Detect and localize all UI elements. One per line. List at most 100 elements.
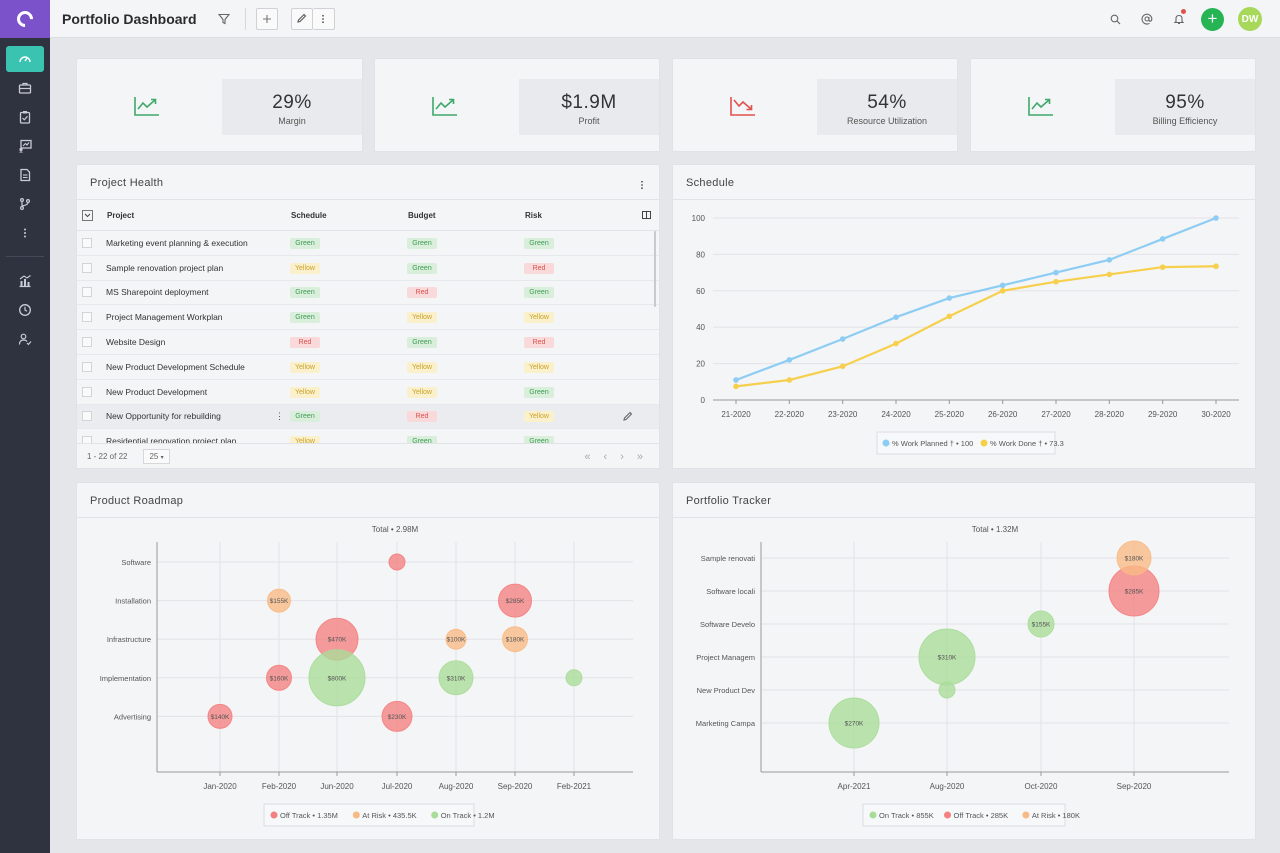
panel-title: Project Health: [90, 177, 164, 189]
project-name[interactable]: New Product Development: [106, 386, 208, 397]
row-checkbox[interactable]: [82, 411, 92, 422]
trend-up-icon: [134, 97, 159, 116]
column-header-risk[interactable]: Risk: [525, 211, 542, 220]
nav-workflow[interactable]: [0, 189, 50, 218]
project-name[interactable]: MS Sharepoint deployment: [106, 287, 209, 298]
first-page-button[interactable]: «: [584, 450, 591, 463]
schedule-status-badge: Yellow: [290, 361, 320, 373]
row-checkbox[interactable]: [82, 337, 92, 348]
project-name[interactable]: Marketing event planning & execution: [106, 237, 248, 248]
row-menu-icon[interactable]: ⋮: [275, 410, 284, 421]
table-row[interactable]: Marketing event planning & execution Gree…: [77, 231, 659, 256]
plus-icon: +: [1201, 7, 1224, 31]
row-checkbox[interactable]: [82, 361, 92, 372]
data-point: [893, 340, 899, 347]
bubble-label: $230K: [388, 714, 407, 721]
nav-time[interactable]: [0, 295, 50, 324]
table-row[interactable]: Sample renovation project plan Yellow Gree…: [77, 256, 659, 281]
column-chooser-button[interactable]: [642, 210, 651, 221]
bubble: [828, 697, 880, 749]
project-name[interactable]: Project Management Workplan: [106, 312, 223, 323]
nav-tasks[interactable]: [0, 102, 50, 131]
select-all-toggle[interactable]: [82, 210, 93, 221]
row-checkbox[interactable]: [82, 386, 92, 397]
search-button[interactable]: [1105, 8, 1125, 30]
x-tick-label: Apr-2021: [838, 782, 871, 791]
legend-swatch: [882, 439, 890, 447]
search-icon: [1110, 14, 1120, 24]
table-row[interactable]: Project Management Workplan Green Yellow Ye…: [77, 305, 659, 331]
legend-swatch: [980, 439, 988, 447]
project-name[interactable]: Residential renovation project plan: [106, 436, 237, 443]
row-checkbox[interactable]: [82, 287, 92, 298]
risk-status-badge: Green: [524, 436, 554, 443]
risk-status-badge: Green: [524, 237, 554, 249]
column-header-budget[interactable]: Budget: [408, 211, 436, 220]
schedule-line-chart: 0 20 40 60 80 100 21-2020 22-2020 23-2020 24-2020…: [692, 214, 1239, 455]
column-header-project[interactable]: Project: [107, 211, 135, 220]
next-page-button[interactable]: ›: [620, 450, 624, 463]
data-point: [1106, 271, 1113, 278]
nav-more[interactable]: [0, 218, 50, 247]
more-vertical-icon: [641, 180, 643, 190]
budget-status-badge: Red: [407, 287, 437, 299]
nav-reports[interactable]: [0, 131, 50, 160]
row-checkbox[interactable]: [82, 312, 92, 323]
data-point: [786, 357, 793, 363]
edit-row-icon[interactable]: [622, 411, 633, 424]
legend-label: On Track • 1.2M: [441, 811, 495, 820]
table-scrollbar[interactable]: [654, 231, 656, 307]
y-tick-label: 20: [696, 360, 705, 369]
column-header-schedule[interactable]: Schedule: [291, 211, 327, 220]
legend-label: At Risk • 180K: [1032, 811, 1080, 820]
schedule-panel: Schedule 0 20 40 60 80 100 21-2020 22-2020 23-20…: [672, 164, 1256, 469]
create-new-button[interactable]: +: [1201, 7, 1224, 31]
nav-documents[interactable]: [0, 160, 50, 189]
app-logo[interactable]: [0, 0, 50, 38]
nav-portfolio[interactable]: [0, 73, 50, 102]
panel-title: Portfolio Tracker: [686, 495, 772, 507]
row-checkbox[interactable]: [82, 237, 92, 248]
legend-box: [862, 803, 1066, 827]
project-name[interactable]: Sample renovation project plan: [106, 262, 224, 273]
table-row[interactable]: New Opportunity for rebuilding Green Red Ye…: [77, 404, 659, 430]
table-row[interactable]: Website Design Red Green Red: [77, 330, 659, 355]
budget-status-badge: Red: [407, 411, 437, 423]
kpi-label: Resource Utilization: [846, 116, 928, 126]
table-row[interactable]: Residential renovation project plan Yello…: [77, 429, 659, 443]
budget-status-badge: Green: [407, 337, 437, 349]
project-name[interactable]: Website Design: [106, 337, 166, 348]
table-row[interactable]: New Product Development Yellow Yellow Green: [77, 380, 659, 405]
table-row[interactable]: New Product Development Schedule Yellow Ye…: [77, 355, 659, 380]
row-checkbox[interactable]: [82, 262, 92, 273]
page-size-select[interactable]: 25 ▾: [143, 449, 170, 464]
risk-status-badge: Red: [524, 337, 554, 349]
user-avatar-button[interactable]: DW: [1238, 7, 1262, 31]
project-name[interactable]: New Product Development Schedule: [106, 361, 245, 372]
row-checkbox[interactable]: [82, 436, 92, 443]
nav-analytics[interactable]: [0, 266, 50, 295]
page-title: Portfolio Dashboard: [62, 10, 197, 27]
bubble-label: $310K: [938, 655, 957, 662]
kpi-card-profit: $1.9M Profit: [374, 58, 660, 152]
mentions-button[interactable]: [1137, 8, 1157, 30]
notifications-button[interactable]: [1169, 8, 1189, 30]
prev-page-button[interactable]: ‹: [603, 450, 608, 463]
nav-people[interactable]: [0, 324, 50, 353]
table-row[interactable]: MS Sharepoint deployment Green Red Green: [77, 281, 659, 306]
legend-label: Off Track • 1.35M: [280, 811, 338, 820]
edit-dashboard-button[interactable]: [290, 7, 313, 30]
legend-label: % Work Planned † • 100: [892, 439, 973, 448]
table-header: Project Schedule Budget Risk: [77, 201, 659, 231]
panel-menu-button[interactable]: [639, 177, 645, 195]
more-options-button[interactable]: [312, 7, 335, 30]
nav-dashboard[interactable]: [0, 44, 50, 73]
add-widget-button[interactable]: [255, 7, 278, 30]
panel-title: Product Roadmap: [90, 495, 184, 507]
project-name[interactable]: New Opportunity for rebuilding: [106, 411, 221, 422]
at-sign-icon: [1141, 13, 1153, 25]
bubble-label: $155K: [270, 598, 289, 605]
filter-button[interactable]: [215, 8, 233, 30]
last-page-button[interactable]: »: [636, 450, 643, 463]
data-point: [839, 363, 846, 370]
